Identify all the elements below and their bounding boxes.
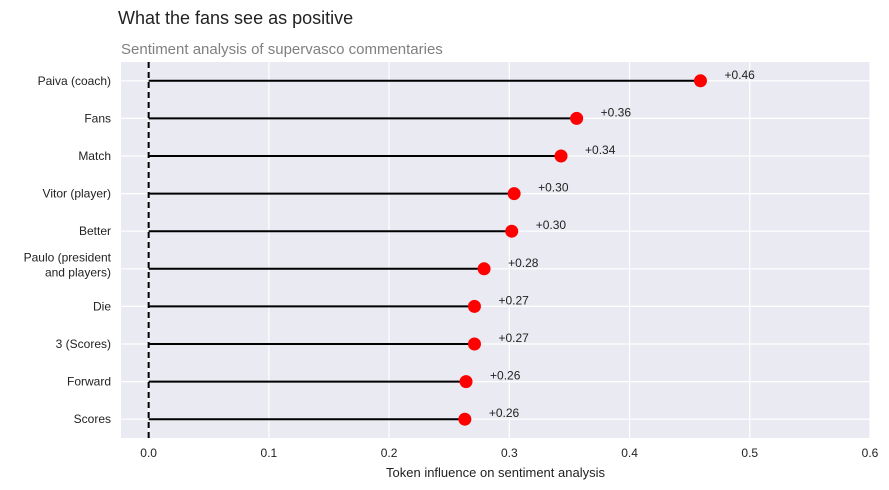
x-axis-label: Token influence on sentiment analysis bbox=[386, 465, 605, 480]
data-point-marker bbox=[459, 375, 473, 389]
y-tick-label: Match bbox=[78, 149, 111, 163]
y-tick-label: Paiva (coach) bbox=[38, 74, 111, 88]
x-tick-label: 0.6 bbox=[862, 446, 879, 460]
stems bbox=[148, 79, 701, 421]
data-value-label: +0.34 bbox=[585, 143, 616, 157]
data-point-marker bbox=[570, 111, 584, 125]
plot-background bbox=[121, 62, 870, 438]
data-point-marker bbox=[505, 224, 519, 238]
data-point-marker bbox=[554, 149, 568, 163]
data-point-marker bbox=[467, 299, 481, 313]
y-tick-label: Forward bbox=[67, 375, 111, 389]
x-tick-label: 0.0 bbox=[140, 446, 157, 460]
data-value-label: +0.27 bbox=[498, 293, 529, 307]
data-point-marker bbox=[693, 74, 707, 88]
y-tick-label: Scores bbox=[74, 412, 111, 426]
labels: 0.0 0.1 0.2 0.3 0.4 0.5 0.6 +0.46 Paiva (coach) +… bbox=[24, 68, 879, 460]
y-tick-label: 3 (Scores) bbox=[56, 337, 111, 351]
data-value-label: +0.36 bbox=[601, 105, 632, 119]
y-tick-label: Vitor (player) bbox=[43, 187, 111, 201]
data-point-marker bbox=[477, 262, 491, 276]
y-tick-label: Die bbox=[93, 299, 111, 313]
data-value-label: +0.30 bbox=[536, 218, 567, 232]
data-point-marker bbox=[507, 187, 521, 201]
data-value-label: +0.27 bbox=[498, 331, 529, 345]
x-tick-label: 0.3 bbox=[501, 446, 518, 460]
data-value-label: +0.28 bbox=[508, 256, 539, 270]
y-tick-label: Better bbox=[79, 224, 111, 238]
chart-title: What the fans see as positive bbox=[118, 8, 354, 28]
data-value-label: +0.26 bbox=[490, 369, 521, 383]
chart-subtitle: Sentiment analysis of supervasco comment… bbox=[121, 41, 443, 58]
x-tick-label: 0.2 bbox=[381, 446, 398, 460]
data-point-marker bbox=[458, 412, 472, 426]
data-point-marker bbox=[467, 337, 481, 351]
y-tick-label: Paulo (president and players) bbox=[24, 250, 112, 279]
data-value-label: +0.30 bbox=[538, 181, 569, 195]
markers bbox=[458, 74, 707, 426]
data-value-label: +0.26 bbox=[489, 406, 520, 420]
data-value-label: +0.46 bbox=[724, 68, 755, 82]
x-tick-label: 0.1 bbox=[261, 446, 278, 460]
y-tick-label: Fans bbox=[84, 111, 111, 125]
x-tick-label: 0.5 bbox=[741, 446, 758, 460]
x-tick-label: 0.4 bbox=[621, 446, 638, 460]
